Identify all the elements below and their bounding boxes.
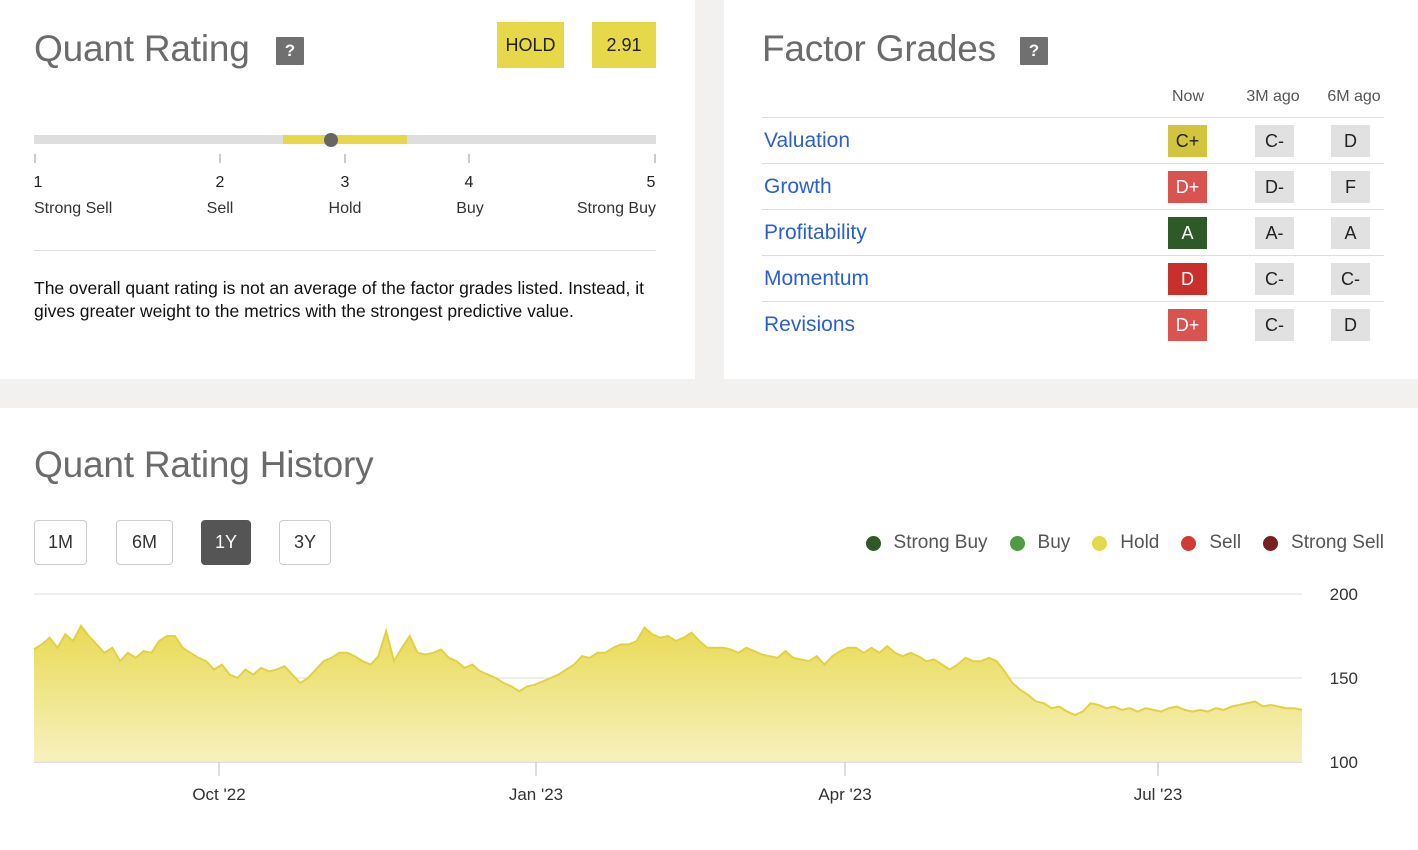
factor-row-profitability: Profitability A A- A bbox=[762, 209, 1384, 255]
hold-line-series bbox=[33, 624, 1303, 717]
scale-number: 4 bbox=[464, 174, 474, 191]
rating-scale-hold-band bbox=[283, 135, 407, 144]
legend-dot-icon bbox=[1092, 535, 1108, 551]
legend-dot-icon bbox=[1009, 535, 1025, 551]
legend-dot-icon bbox=[865, 535, 881, 551]
grade-now: C+ bbox=[1168, 125, 1207, 157]
range-button-1y[interactable]: 1Y bbox=[201, 520, 251, 565]
factor-link[interactable]: Revisions bbox=[764, 313, 856, 336]
scale-tick bbox=[219, 154, 221, 163]
range-button-1m[interactable]: 1M bbox=[34, 520, 87, 565]
rating-scale-marker bbox=[324, 133, 339, 147]
scale-tick bbox=[344, 154, 346, 163]
grade-3m-ago: C- bbox=[1255, 263, 1294, 295]
grade-6m-ago: C- bbox=[1331, 263, 1370, 295]
legend-label: Buy bbox=[1037, 532, 1071, 553]
grade-3m-ago: D- bbox=[1255, 171, 1294, 203]
y-tick-label: 150 bbox=[1330, 669, 1358, 688]
scale-label: Buy bbox=[456, 200, 484, 217]
grade-now: D+ bbox=[1168, 309, 1207, 341]
column-header-6m: 6M ago bbox=[1327, 88, 1381, 105]
grade-3m-ago: C- bbox=[1255, 309, 1294, 341]
legend-label: Strong Buy bbox=[893, 532, 988, 553]
history-title: Quant Rating History bbox=[34, 444, 374, 485]
scale-tick bbox=[468, 154, 470, 163]
y-tick-label: 200 bbox=[1330, 585, 1358, 604]
hold-area-series bbox=[34, 625, 1302, 762]
grade-3m-ago: C- bbox=[1255, 125, 1294, 157]
quant-rating-history-panel: Quant Rating History 1M 6M 1Y 3Y Strong … bbox=[0, 408, 1418, 850]
legend-dot-icon bbox=[1181, 535, 1197, 551]
grade-now: D bbox=[1168, 263, 1207, 295]
legend-item-buy[interactable]: Buy bbox=[1009, 532, 1071, 554]
rating-history-chart[interactable]: 200 150 100 Oct '22 Jan '23 Apr '23 Jul '23 bbox=[0, 408, 1418, 850]
scale-number: 1 bbox=[33, 174, 43, 191]
grade-now: A bbox=[1168, 217, 1207, 249]
factor-link[interactable]: Profitability bbox=[764, 221, 867, 244]
legend-dot-icon bbox=[1263, 535, 1279, 551]
factor-link[interactable]: Growth bbox=[764, 175, 832, 198]
scale-tick bbox=[654, 154, 656, 163]
legend-item-hold[interactable]: Hold bbox=[1092, 532, 1159, 554]
scale-label: Sell bbox=[206, 200, 234, 217]
factor-link[interactable]: Valuation bbox=[764, 129, 851, 152]
quant-rating-panel: Quant Rating ? HOLD 2.91 1 2 3 4 5 Stron… bbox=[0, 0, 695, 379]
factor-grades-panel: Factor Grades ? Now 3M ago 6M ago Valuat… bbox=[724, 0, 1418, 379]
range-button-3y[interactable]: 3Y bbox=[279, 520, 331, 565]
factor-grades-title: Factor Grades bbox=[762, 28, 996, 69]
factor-row-growth: Growth D+ D- F bbox=[762, 163, 1384, 209]
range-button-6m[interactable]: 6M bbox=[116, 520, 173, 565]
divider bbox=[34, 250, 656, 251]
grade-3m-ago: A- bbox=[1255, 217, 1294, 249]
scale-label: Strong Sell bbox=[34, 200, 113, 217]
x-tick-label: Jan '23 bbox=[509, 785, 563, 804]
factor-row-momentum: Momentum D C- C- bbox=[762, 255, 1384, 301]
legend-label: Sell bbox=[1209, 532, 1242, 553]
factor-grades-help-icon[interactable]: ? bbox=[1020, 37, 1048, 65]
legend-item-strong-sell[interactable]: Strong Sell bbox=[1263, 532, 1384, 554]
y-tick-label: 100 bbox=[1330, 753, 1358, 772]
scale-label: Strong Buy bbox=[576, 200, 656, 217]
grade-6m-ago: D bbox=[1331, 309, 1370, 341]
factor-row-valuation: Valuation C+ C- D bbox=[762, 117, 1384, 163]
column-header-now: Now bbox=[1171, 88, 1204, 105]
legend-label: Strong Sell bbox=[1291, 532, 1384, 553]
grade-6m-ago: F bbox=[1331, 171, 1370, 203]
quant-rating-help-icon[interactable]: ? bbox=[276, 37, 304, 65]
scale-number: 2 bbox=[215, 174, 225, 191]
column-header-3m: 3M ago bbox=[1246, 88, 1300, 105]
scale-label: Hold bbox=[328, 200, 362, 217]
grade-6m-ago: D bbox=[1331, 125, 1370, 157]
rating-badge: HOLD bbox=[497, 22, 564, 68]
scale-number: 3 bbox=[340, 174, 350, 191]
scale-tick bbox=[34, 154, 36, 163]
legend-label: Hold bbox=[1120, 532, 1160, 553]
x-tick-label: Jul '23 bbox=[1134, 785, 1183, 804]
factor-row-revisions: Revisions D+ C- D bbox=[762, 301, 1384, 347]
x-tick-label: Oct '22 bbox=[192, 785, 245, 804]
grade-now: D+ bbox=[1168, 171, 1207, 203]
legend-item-strong-buy[interactable]: Strong Buy bbox=[865, 532, 988, 554]
chart-legend: Strong Buy Buy Hold Sell Strong Sell bbox=[865, 532, 1384, 554]
scale-number: 5 bbox=[646, 174, 656, 191]
score-badge: 2.91 bbox=[592, 22, 656, 68]
x-tick-label: Apr '23 bbox=[818, 785, 871, 804]
factor-link[interactable]: Momentum bbox=[764, 267, 870, 290]
grade-6m-ago: A bbox=[1331, 217, 1370, 249]
quant-rating-title: Quant Rating bbox=[34, 28, 250, 69]
quant-rating-note: The overall quant rating is not an avera… bbox=[34, 278, 644, 321]
legend-item-sell[interactable]: Sell bbox=[1181, 532, 1241, 554]
